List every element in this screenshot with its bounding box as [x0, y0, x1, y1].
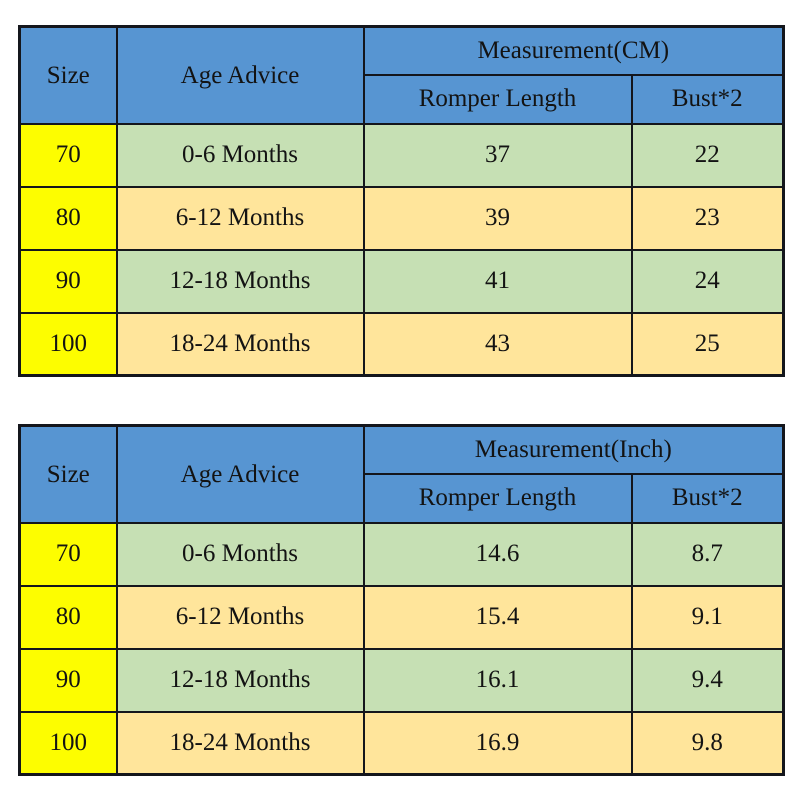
header-size-inch: Size — [18, 424, 118, 524]
size-cell: 100 — [18, 710, 118, 776]
table-row: 70 0-6 Months 37 22 — [18, 122, 785, 188]
age-cell: 12-18 Months — [115, 647, 365, 713]
age-cell: 18-24 Months — [115, 311, 365, 377]
table-row: 100 18-24 Months 43 25 — [18, 311, 785, 377]
age-cell: 18-24 Months — [115, 710, 365, 776]
romper-length-cell: 15.4 — [362, 584, 633, 650]
header-age-advice-inch: Age Advice — [115, 424, 365, 524]
age-cell: 6-12 Months — [115, 185, 365, 251]
size-cell: 100 — [18, 311, 118, 377]
size-table-inch: Size Age Advice Measurement(Inch) Romper… — [18, 424, 786, 776]
table-row: 90 12-18 Months 16.1 9.4 — [18, 647, 785, 713]
romper-length-cell: 39 — [362, 185, 633, 251]
romper-length-cell: 43 — [362, 311, 633, 377]
header-age-advice-cm: Age Advice — [115, 25, 365, 125]
header-size-cm: Size — [18, 25, 118, 125]
age-cell: 0-6 Months — [115, 521, 365, 587]
bust-cell: 24 — [630, 248, 785, 314]
size-cell: 80 — [18, 185, 118, 251]
table-row: 80 6-12 Months 39 23 — [18, 185, 785, 251]
header-row-top-cm: Size Age Advice Measurement(CM) — [18, 25, 785, 125]
bust-cell: 9.1 — [630, 584, 785, 650]
size-cell: 80 — [18, 584, 118, 650]
romper-length-cell: 41 — [362, 248, 633, 314]
size-cell: 90 — [18, 647, 118, 713]
size-cell: 70 — [18, 521, 118, 587]
bust-cell: 23 — [630, 185, 785, 251]
size-cell: 70 — [18, 122, 118, 188]
bust-cell: 25 — [630, 311, 785, 377]
size-cell: 90 — [18, 248, 118, 314]
table-row: 80 6-12 Months 15.4 9.1 — [18, 584, 785, 650]
header-row-top-inch: Size Age Advice Measurement(Inch) — [18, 424, 785, 524]
header-bust-inch: Bust*2 — [630, 472, 785, 524]
header-row-sub-inch: Romper Length Bust*2 — [20, 472, 785, 524]
table-row: 100 18-24 Months 16.9 9.8 — [18, 710, 785, 776]
romper-length-cell: 16.9 — [362, 710, 633, 776]
header-measurement-cm: Measurement(CM) — [362, 25, 785, 76]
size-table-cm: Size Age Advice Measurement(CM) Romper L… — [18, 25, 785, 377]
bust-cell: 22 — [630, 122, 785, 188]
header-measurement-inch: Measurement(Inch) — [362, 424, 785, 475]
bust-cell: 9.8 — [630, 710, 785, 776]
age-cell: 6-12 Months — [115, 584, 365, 650]
bust-cell: 8.7 — [630, 521, 785, 587]
table-row: 90 12-18 Months 41 24 — [18, 248, 785, 314]
header-romper-length-inch: Romper Length — [362, 472, 633, 524]
table-row: 70 0-6 Months 14.6 8.7 — [18, 521, 785, 587]
age-cell: 12-18 Months — [115, 248, 365, 314]
header-row-sub-cm: Romper Length Bust*2 — [20, 73, 785, 125]
age-cell: 0-6 Months — [115, 122, 365, 188]
romper-length-cell: 14.6 — [362, 521, 633, 587]
header-romper-length-cm: Romper Length — [362, 73, 633, 125]
header-bust-cm: Bust*2 — [630, 73, 785, 125]
romper-length-cell: 37 — [362, 122, 633, 188]
bust-cell: 9.4 — [630, 647, 785, 713]
romper-length-cell: 16.1 — [362, 647, 633, 713]
